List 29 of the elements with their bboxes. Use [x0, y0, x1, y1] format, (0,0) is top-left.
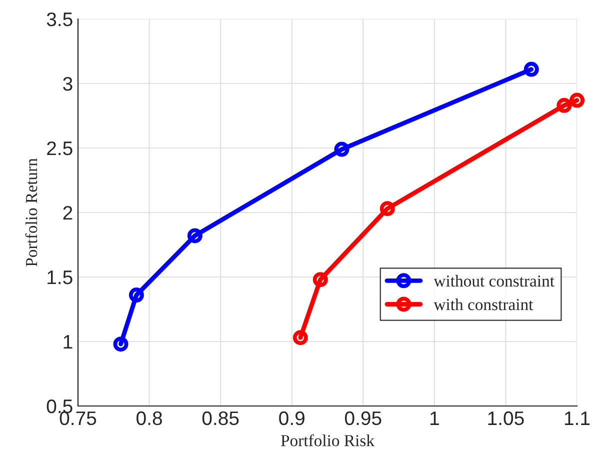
y-tick-label: 3 — [63, 76, 72, 91]
x-tick-label: 0.8 — [136, 411, 162, 426]
point — [524, 62, 539, 77]
x-tick-label: 1 — [430, 412, 439, 425]
point — [380, 201, 395, 216]
point — [128, 288, 144, 303]
x-tick-label: 1.1 — [564, 412, 590, 425]
x-tick-label: 0.75 — [60, 411, 96, 426]
point — [334, 142, 350, 157]
point — [113, 336, 128, 352]
y-tick-label: 1.5 — [48, 270, 72, 284]
legend-label: without constraint — [434, 274, 554, 287]
point — [292, 330, 308, 346]
y-axis-title: Portfolio Return — [25, 158, 38, 266]
x-tick-label: 1.05 — [488, 411, 524, 426]
y-tick-label: 2.5 — [47, 141, 72, 156]
x-axis-title: Portfolio Risk — [280, 434, 374, 446]
point — [570, 92, 584, 108]
y-tick-label: 3.5 — [46, 12, 72, 26]
y-tick-label: 1 — [64, 335, 72, 349]
y-tick-label: 0.5 — [46, 399, 72, 414]
x-tick-label: 0.85 — [202, 411, 239, 426]
point — [556, 98, 572, 113]
x-tick-label: 0.9 — [279, 411, 304, 426]
point — [187, 228, 202, 244]
point — [312, 272, 328, 288]
x-tick-label: 0.95 — [344, 411, 382, 426]
legend-label: with constraint — [434, 298, 534, 310]
y-tick-label: 2 — [63, 206, 72, 220]
